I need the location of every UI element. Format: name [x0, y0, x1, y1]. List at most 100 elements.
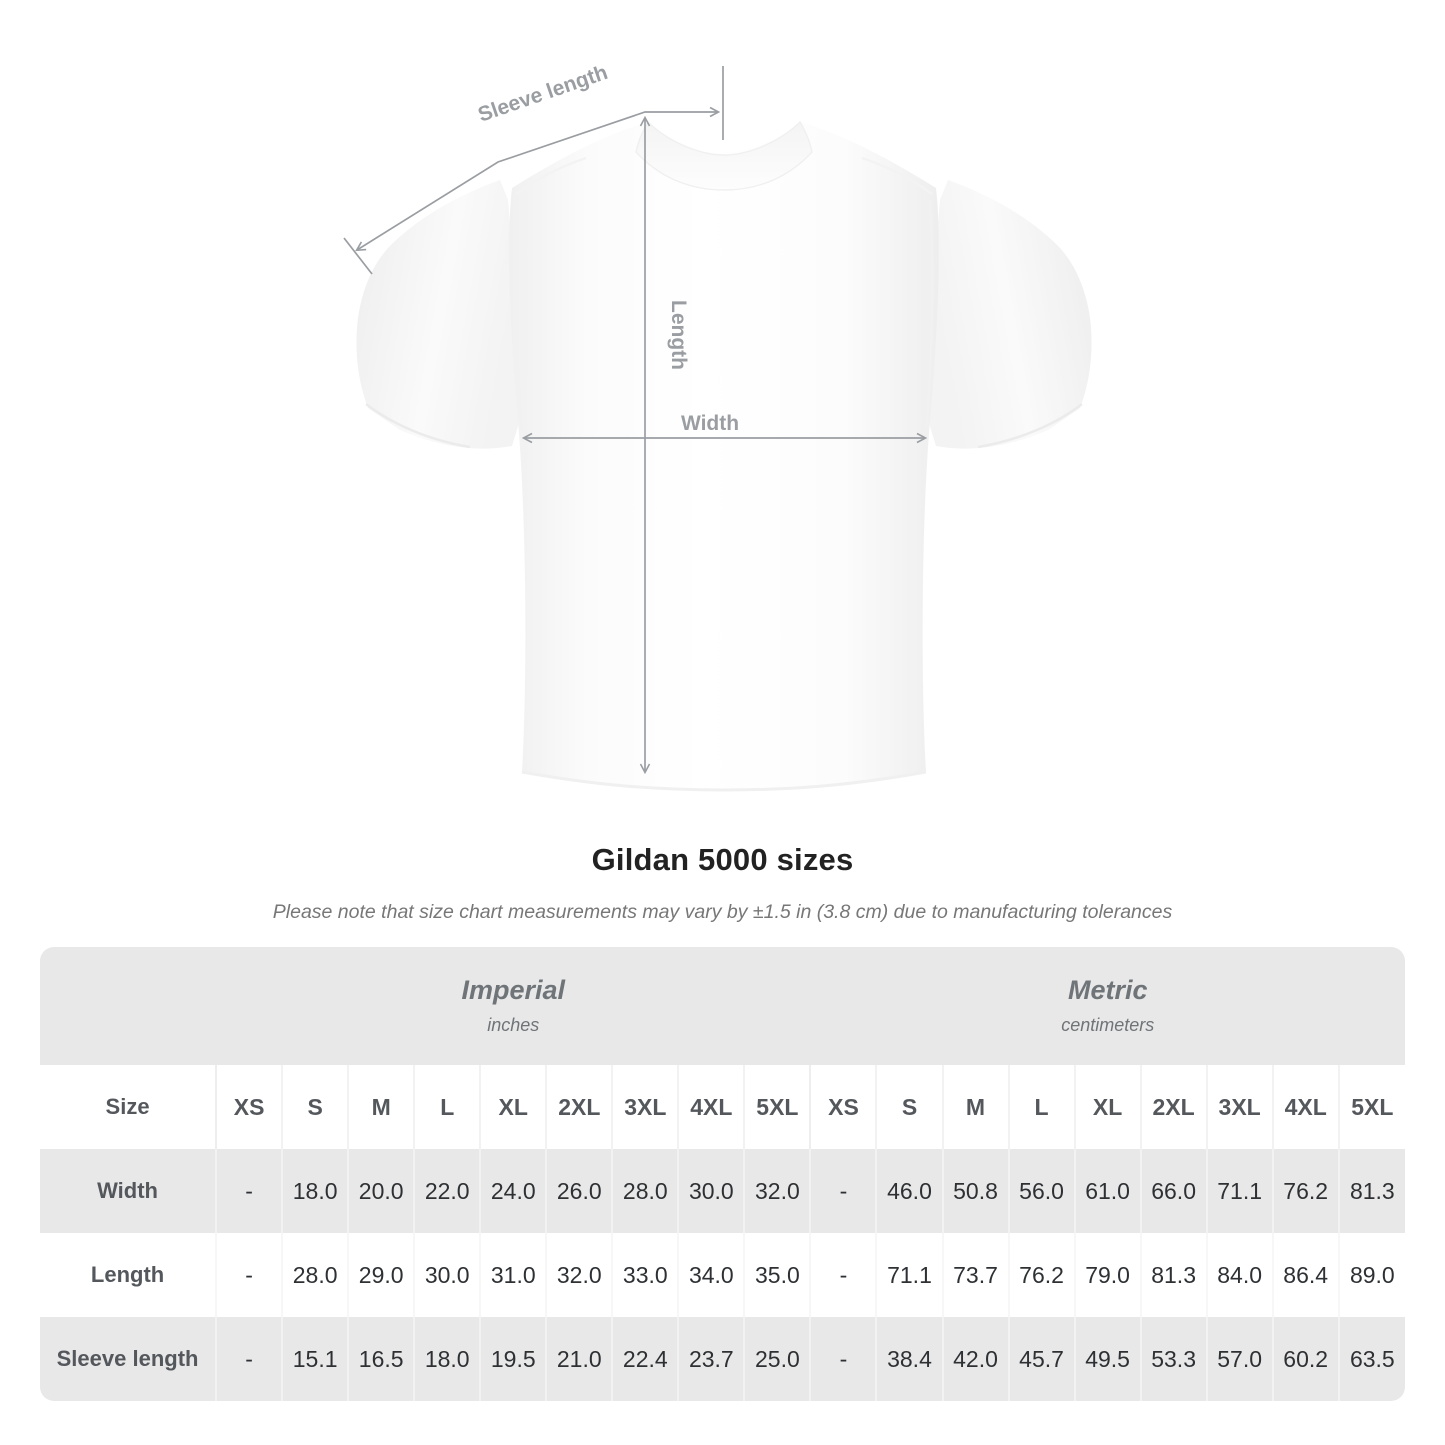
- size-header-metric-2xl: 2XL: [1139, 1065, 1207, 1149]
- cell-sleeve-metric-m: 42.0: [941, 1317, 1009, 1401]
- row-label-length: Length: [40, 1233, 217, 1317]
- unit-spacer-cell: [40, 947, 217, 1065]
- unit-group-metric-sub: centimeters: [1061, 1015, 1155, 1035]
- cell-sleeve-imperial-l: 18.0: [413, 1317, 481, 1401]
- size-header-imperial-m: M: [347, 1065, 415, 1149]
- cell-length-imperial-4xl: 34.0: [677, 1233, 745, 1317]
- cell-sleeve-metric-s: 38.4: [875, 1317, 943, 1401]
- unit-group-imperial: Imperial inches: [216, 947, 811, 1065]
- cell-width-metric-2xl: 66.0: [1139, 1149, 1207, 1233]
- cell-width-imperial-5xl: 32.0: [743, 1149, 811, 1233]
- left-sleeve: [356, 180, 520, 449]
- right-sleeve: [928, 180, 1092, 449]
- shirt-body: [509, 122, 939, 790]
- unit-header-row: Imperial inches Metric centimeters: [40, 947, 1405, 1065]
- cell-length-metric-xl: 79.0: [1073, 1233, 1141, 1317]
- left-sleeve-hem: [365, 403, 471, 449]
- size-header-imperial-xl: XL: [479, 1065, 547, 1149]
- cell-width-metric-m: 50.8: [941, 1149, 1009, 1233]
- cell-length-imperial-m: 29.0: [347, 1233, 415, 1317]
- tshirt-diagram-svg: Sleeve length Length Width: [343, 61, 1092, 792]
- cell-sleeve-imperial-5xl: 25.0: [743, 1317, 811, 1401]
- cell-sleeve-metric-xs: -: [809, 1317, 877, 1401]
- cell-sleeve-imperial-m: 16.5: [347, 1317, 415, 1401]
- size-header-metric-m: M: [941, 1065, 1009, 1149]
- cell-length-imperial-2xl: 32.0: [545, 1233, 613, 1317]
- unit-group-imperial-sub: inches: [487, 1015, 540, 1035]
- size-header-metric-4xl: 4XL: [1271, 1065, 1339, 1149]
- table-row: Sleeve length - 15.1 16.5 18.0 19.5 21.0…: [40, 1317, 1405, 1401]
- tshirt-silhouette: [356, 120, 1092, 792]
- table-row: Width - 18.0 20.0 22.0 24.0 26.0 28.0 30…: [40, 1149, 1405, 1233]
- row-label-width: Width: [40, 1149, 217, 1233]
- cell-sleeve-metric-l: 45.7: [1007, 1317, 1075, 1401]
- cell-width-imperial-l: 22.0: [413, 1149, 481, 1233]
- length-label: Length: [667, 300, 690, 370]
- cell-width-imperial-3xl: 28.0: [611, 1149, 679, 1233]
- right-shoulder-seam: [861, 156, 933, 196]
- right-sleeve-hem: [977, 403, 1083, 449]
- cell-width-metric-4xl: 76.2: [1271, 1149, 1339, 1233]
- right-sleeve-seam: [924, 199, 934, 431]
- cell-sleeve-imperial-4xl: 23.7: [677, 1317, 745, 1401]
- cell-length-imperial-s: 28.0: [281, 1233, 349, 1317]
- cell-length-metric-l: 76.2: [1007, 1233, 1075, 1317]
- cell-sleeve-imperial-xl: 19.5: [479, 1317, 547, 1401]
- size-header-imperial-xs: XS: [215, 1065, 283, 1149]
- size-header-imperial-l: L: [413, 1065, 481, 1149]
- page-title: Gildan 5000 sizes: [591, 842, 854, 877]
- size-chart-table: Imperial inches Metric centimeters Size …: [40, 947, 1405, 1401]
- cell-width-metric-xs: -: [809, 1149, 877, 1233]
- cell-sleeve-imperial-xs: -: [215, 1317, 283, 1401]
- cell-sleeve-metric-3xl: 57.0: [1205, 1317, 1273, 1401]
- size-header-imperial-3xl: 3XL: [611, 1065, 679, 1149]
- sleeve-length-start-tick: [343, 237, 373, 275]
- cell-length-metric-s: 71.1: [875, 1233, 943, 1317]
- size-header-metric-l: L: [1007, 1065, 1075, 1149]
- unit-group-metric: Metric centimeters: [810, 947, 1405, 1065]
- unit-group-imperial-name: Imperial: [461, 975, 566, 1005]
- cell-length-imperial-xs: -: [215, 1233, 283, 1317]
- cell-length-metric-xs: -: [809, 1233, 877, 1317]
- tshirt-diagram: Sleeve length Length Width: [343, 61, 1092, 792]
- size-header-metric-s: S: [875, 1065, 943, 1149]
- cell-length-imperial-5xl: 35.0: [743, 1233, 811, 1317]
- size-header-imperial-s: S: [281, 1065, 349, 1149]
- size-header-metric-xl: XL: [1073, 1065, 1141, 1149]
- cell-width-imperial-m: 20.0: [347, 1149, 415, 1233]
- table-row: Length - 28.0 29.0 30.0 31.0 32.0 33.0 3…: [40, 1233, 1405, 1317]
- title-block: Gildan 5000 sizes Please note that size …: [0, 840, 1445, 926]
- cell-length-imperial-3xl: 33.0: [611, 1233, 679, 1317]
- cell-length-imperial-xl: 31.0: [479, 1233, 547, 1317]
- cell-width-imperial-4xl: 30.0: [677, 1149, 745, 1233]
- sleeve-length-label: Sleeve length: [475, 61, 611, 127]
- cell-sleeve-imperial-3xl: 22.4: [611, 1317, 679, 1401]
- cell-sleeve-metric-xl: 49.5: [1073, 1317, 1141, 1401]
- cell-width-imperial-s: 18.0: [281, 1149, 349, 1233]
- size-header-metric-5xl: 5XL: [1337, 1065, 1405, 1149]
- cell-width-metric-xl: 61.0: [1073, 1149, 1141, 1233]
- cell-sleeve-imperial-2xl: 21.0: [545, 1317, 613, 1401]
- cell-sleeve-imperial-s: 15.1: [281, 1317, 349, 1401]
- cell-sleeve-metric-4xl: 60.2: [1271, 1317, 1339, 1401]
- size-header-label: Size: [40, 1065, 217, 1149]
- size-header-imperial-4xl: 4XL: [677, 1065, 745, 1149]
- cell-length-metric-3xl: 84.0: [1205, 1233, 1273, 1317]
- tolerance-note: Please note that size chart measurements…: [272, 901, 1173, 923]
- size-header-metric-xs: XS: [809, 1065, 877, 1149]
- cell-length-imperial-l: 30.0: [413, 1233, 481, 1317]
- size-header-imperial-5xl: 5XL: [743, 1065, 811, 1149]
- width-label: Width: [681, 412, 739, 435]
- size-header-row: Size XS S M L XL 2XL 3XL 4XL 5XL XS S M …: [40, 1065, 1405, 1149]
- cell-width-metric-3xl: 71.1: [1205, 1149, 1273, 1233]
- cell-width-metric-5xl: 81.3: [1337, 1149, 1405, 1233]
- size-header-metric-3xl: 3XL: [1205, 1065, 1273, 1149]
- cell-width-imperial-xl: 24.0: [479, 1149, 547, 1233]
- bottom-hem: [521, 770, 927, 792]
- cell-width-imperial-2xl: 26.0: [545, 1149, 613, 1233]
- cell-length-metric-m: 73.7: [941, 1233, 1009, 1317]
- cell-width-metric-s: 46.0: [875, 1149, 943, 1233]
- cell-sleeve-metric-2xl: 53.3: [1139, 1317, 1207, 1401]
- row-label-sleeve-length: Sleeve length: [40, 1317, 217, 1401]
- size-header-imperial-2xl: 2XL: [545, 1065, 613, 1149]
